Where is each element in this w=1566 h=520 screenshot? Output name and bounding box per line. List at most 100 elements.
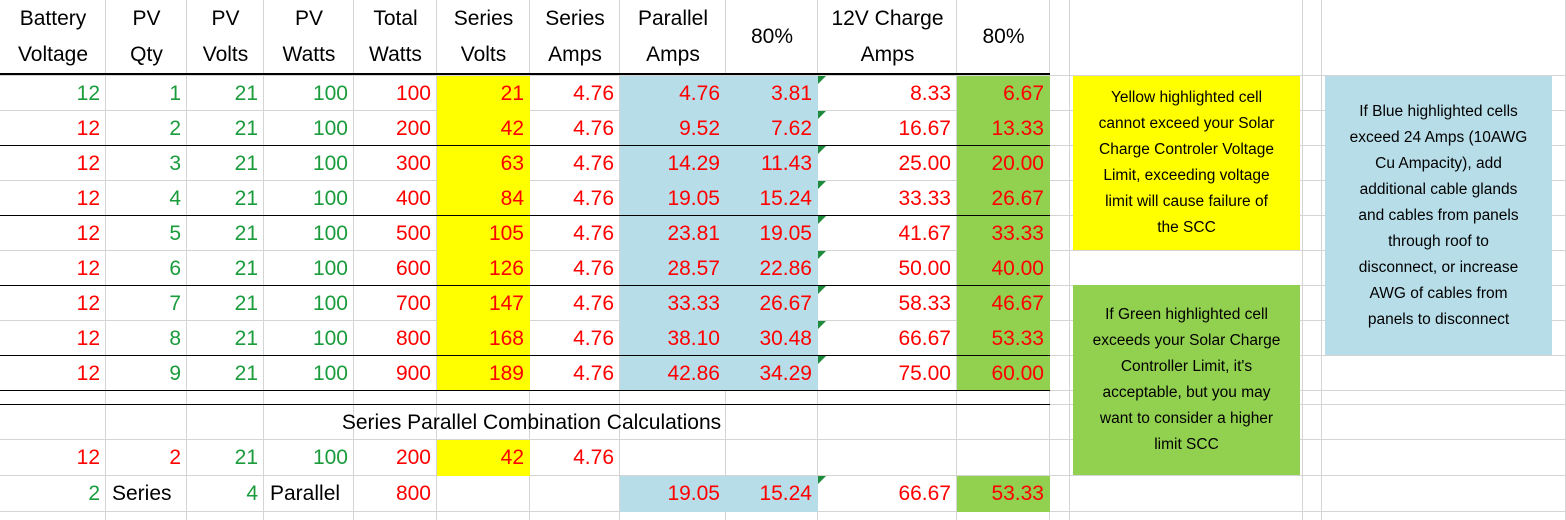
group-border [0, 145, 1050, 146]
group-border [0, 355, 1050, 356]
cell: 8.33 [910, 81, 951, 105]
grid-line [956, 0, 957, 520]
header-line: 80% [750, 25, 794, 48]
header-line: 80% [982, 25, 1025, 48]
cell: 200 [395, 116, 431, 140]
note-line: want to consider a higher [1099, 410, 1274, 427]
cell: 42 [437, 111, 530, 146]
header-line: Battery [19, 7, 87, 30]
column-header: Battery Voltage [0, 0, 106, 74]
cell: 4.76 [573, 256, 614, 280]
cell: Parallel [270, 482, 341, 505]
note-line: Limit, exceeding voltage [1103, 167, 1270, 184]
header-line: Volts [202, 43, 249, 66]
note-line: If Blue highlighted cells [1359, 102, 1518, 120]
cell: 100 [312, 326, 348, 350]
cell: 100 [312, 151, 348, 175]
cell: 19.05 [726, 216, 818, 251]
column-header: 12V Charge Amps [818, 0, 957, 74]
header-line: Watts [282, 43, 336, 66]
cell: 4.76 [573, 151, 614, 175]
column-header: 80% [726, 0, 818, 74]
cell: 41.67 [898, 221, 951, 245]
note-line: through roof to [1388, 232, 1489, 250]
grid-line [0, 75, 1566, 76]
note-line: cannot exceed your Solar [1098, 115, 1275, 132]
cell: 21 [234, 221, 258, 245]
note-line: disconnect, or increase [1358, 258, 1519, 276]
cell: 7.62 [726, 111, 818, 146]
cell: 66.67 [898, 326, 951, 350]
note-line: exceed 24 Amps (10AWG [1349, 128, 1528, 146]
cell: 3.81 [726, 76, 818, 111]
cell: 100 [312, 186, 348, 210]
cell: 15.24 [726, 181, 818, 216]
cell: 100 [312, 256, 348, 280]
cell: 12 [76, 186, 100, 210]
cell: 105 [437, 216, 530, 251]
cell: 12 [76, 361, 100, 385]
grid-line [1069, 0, 1070, 520]
column-header: Series Volts [437, 0, 530, 74]
cell: 100 [312, 446, 348, 469]
grid-line [0, 439, 1566, 440]
cell: 4.76 [573, 186, 614, 210]
note-line: Charge Controler Voltage [1099, 141, 1274, 158]
cell: 2 [169, 116, 181, 140]
cell: 26.67 [726, 286, 818, 321]
cell: 60.00 [957, 356, 1050, 391]
cell: 100 [312, 221, 348, 245]
header-line: Amps [860, 43, 915, 66]
comment-marker [818, 216, 826, 224]
cell: 21 [234, 291, 258, 315]
cell: 13.33 [957, 111, 1050, 146]
cell: 8 [169, 326, 181, 350]
cell: 33.33 [620, 286, 726, 321]
comment-marker [818, 76, 826, 84]
cell: 500 [395, 221, 431, 245]
grid-line [0, 475, 1566, 476]
group-border [0, 215, 1050, 216]
cell: 42.86 [620, 356, 726, 391]
cell: 4.76 [573, 326, 614, 350]
cell: 66.67 [898, 482, 951, 505]
cell: 21 [234, 361, 258, 385]
cell: 400 [395, 186, 431, 210]
comment-marker [818, 476, 826, 484]
comment-marker [818, 251, 826, 259]
cell: 6.67 [957, 76, 1050, 111]
cell: 800 [395, 326, 431, 350]
grid-line [186, 0, 187, 520]
cell [726, 440, 818, 476]
cell: 16.67 [898, 116, 951, 140]
header-line: Total [373, 7, 418, 30]
cell: 38.10 [620, 321, 726, 356]
cell: 12 [76, 116, 100, 140]
cell: 46.67 [957, 286, 1050, 321]
cell: 2 [88, 482, 100, 505]
column-header: PV Volts [187, 0, 264, 74]
cell: 33.33 [957, 216, 1050, 251]
cell: 12 [76, 221, 100, 245]
cell: 9 [169, 361, 181, 385]
cell: 22.86 [726, 251, 818, 286]
grid-line [1302, 0, 1303, 520]
cell: 12 [76, 446, 100, 469]
cell: 100 [312, 361, 348, 385]
note-line: the SCC [1157, 219, 1216, 236]
section-title: Series Parallel Combination Calculations [341, 410, 722, 434]
comment-marker [818, 356, 826, 364]
note-line: and cables from panels [1358, 206, 1519, 224]
grid-line [263, 0, 264, 520]
group-border [0, 285, 1050, 286]
cell: 5 [169, 221, 181, 245]
cell: 168 [437, 321, 530, 356]
cell: 2 [169, 446, 181, 469]
cell: 9.52 [620, 111, 726, 146]
header-line: Amps [646, 43, 700, 66]
cell: 21 [234, 116, 258, 140]
cell: 14.29 [620, 146, 726, 181]
cell: 4.76 [573, 361, 614, 385]
header-line: PV [211, 7, 240, 30]
note-line: Cu Ampacity), add [1375, 154, 1502, 172]
